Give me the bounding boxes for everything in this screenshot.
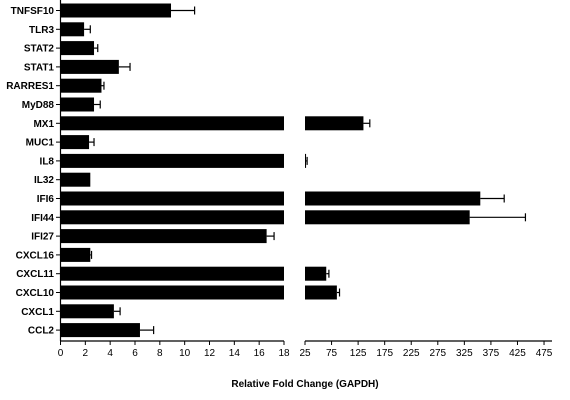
x-tick-label: 225 [403, 348, 420, 359]
category-label: CCL2 [28, 326, 55, 337]
bar [60, 22, 85, 37]
bar [60, 97, 95, 112]
x-tick-label: 25 [299, 348, 311, 359]
x-tick-label: 425 [509, 348, 526, 359]
x-tick-label: 18 [278, 348, 290, 359]
category-label: IFI6 [37, 194, 55, 205]
category-label: IL8 [40, 156, 55, 167]
bar [60, 304, 114, 319]
category-label: CXCL10 [16, 288, 55, 299]
category-label: TLR3 [29, 25, 54, 36]
axes: 0 2 4 6 8 10 12 14 16 18 25 75 125 175 225 275 325 375 425… [56, 0, 553, 359]
bar-continuation [305, 153, 307, 168]
x-tick-label: 2 [83, 348, 89, 359]
bar [60, 41, 95, 56]
bar-continuation [305, 191, 481, 206]
bar [60, 229, 267, 244]
bar-continuation [305, 266, 327, 281]
x-tick-label: 75 [326, 348, 338, 359]
bar [60, 285, 284, 300]
category-label: TNFSF10 [11, 6, 55, 17]
bar [60, 153, 284, 168]
category-label: CXCL1 [21, 307, 54, 318]
bar-continuation [305, 116, 364, 131]
bar [60, 78, 102, 93]
category-label: STAT1 [24, 62, 55, 73]
bar [60, 172, 91, 187]
category-label: MyD88 [22, 100, 55, 111]
x-tick-label: 0 [58, 348, 64, 359]
x-tick-label: 125 [350, 348, 367, 359]
x-tick-label: 16 [254, 348, 266, 359]
x-tick-label: 475 [536, 348, 553, 359]
category-label: IFI27 [31, 232, 54, 243]
x-tick-label: 8 [157, 348, 163, 359]
category-label: CXCL16 [16, 250, 55, 261]
bar [60, 116, 284, 131]
x-axis-title: Relative Fold Change (GAPDH) [231, 379, 378, 390]
x-tick-label: 12 [204, 348, 216, 359]
bar-continuation [305, 285, 337, 300]
bar [60, 323, 140, 338]
x-tick-label: 175 [376, 348, 393, 359]
bar [60, 135, 90, 150]
bar-continuation [305, 210, 470, 225]
category-label: MUC1 [26, 138, 55, 149]
bar [60, 59, 119, 74]
category-label: STAT2 [24, 44, 55, 55]
bar [60, 3, 172, 18]
x-tick-label: 325 [456, 348, 473, 359]
category-labels: TNFSF10 TLR3 STAT2 STAT1 RARRES1 MyD88 MX1 MUC1… [6, 6, 54, 337]
bar [60, 266, 284, 281]
x-tick-label: 10 [179, 348, 191, 359]
bar [60, 191, 284, 206]
category-label: MX1 [33, 119, 54, 130]
category-label: CXCL11 [16, 269, 54, 280]
category-label: IL32 [34, 175, 54, 186]
x-tick-label: 275 [429, 348, 446, 359]
category-label: IFI44 [31, 213, 54, 224]
x-tick-label: 6 [132, 348, 138, 359]
x-tick-label: 14 [229, 348, 241, 359]
x-tick-label: 375 [483, 348, 500, 359]
category-label: RARRES1 [6, 81, 54, 92]
bar [60, 210, 284, 225]
bars [60, 3, 527, 338]
bar [60, 247, 91, 262]
x-tick-label: 4 [107, 348, 113, 359]
